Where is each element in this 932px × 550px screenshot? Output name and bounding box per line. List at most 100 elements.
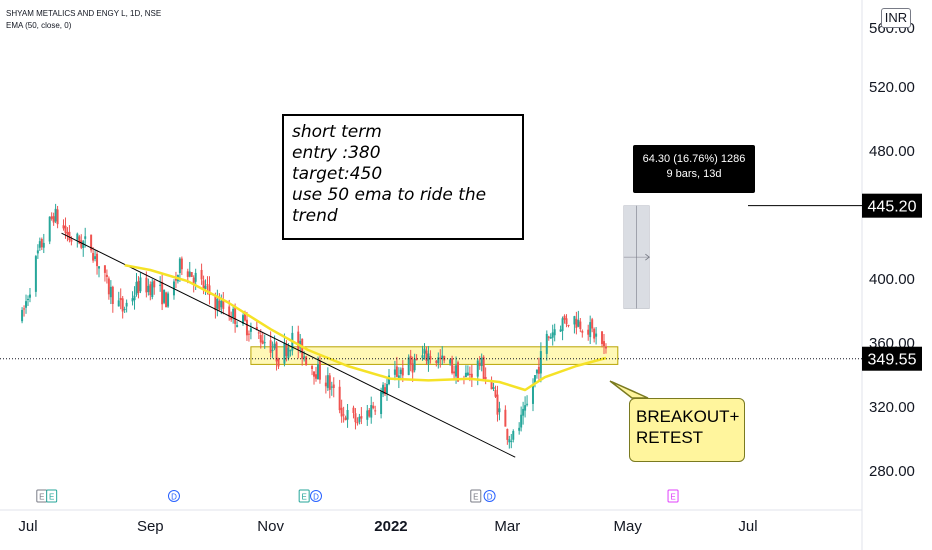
earnings-event-marker [470,489,482,503]
candle-body [384,387,387,395]
candle-body [358,416,361,422]
candle-body [234,306,237,324]
candle-body [437,357,440,364]
candle-body [464,372,467,378]
breakout-callout: BREAKOUT+ RETEST [629,398,745,462]
candle-body [192,277,195,284]
candle-body [38,241,41,248]
candle-body [311,366,314,369]
candle-body [228,306,231,317]
candle-body [42,242,45,248]
event-marker-label: D [313,493,319,502]
candle-body [399,369,402,374]
candle-body [186,271,189,277]
candle-body [579,321,582,329]
candle-body [135,281,138,295]
candle-body [174,278,177,281]
candle-body [56,209,59,225]
candle-body [149,284,152,296]
candle-body [545,333,548,354]
candle-body [368,410,371,417]
candle-body [159,284,162,286]
symbol-title: SHYAM METALICS AND ENGY L, 1D, NSE [6,9,162,18]
candle-body [470,373,473,378]
candle-body [567,324,570,326]
candle-body [287,347,290,359]
candle-body [98,266,101,269]
candle-body [139,277,142,292]
price-axis-tick: 320.00 [869,399,915,416]
candle-body [269,340,272,353]
ema-indicator-label[interactable]: EMA (50, close, 0) [6,21,72,30]
candle-body [393,369,396,375]
candle-body [490,381,493,390]
candle-body [90,234,93,251]
candle-body [380,391,383,414]
candle-body [263,342,266,344]
candle-body [273,343,276,349]
candle-body [167,293,170,307]
candle-body [301,338,304,359]
candle-body [520,414,523,428]
currency-button[interactable]: INR [881,8,911,28]
candle-body [84,236,87,239]
price-axis-tick: 400.00 [869,271,915,288]
candle-body [261,340,264,344]
candle-body [123,308,126,310]
candle-body [76,233,79,240]
candle-body [243,312,246,321]
candle-body [117,300,120,307]
candle-body [165,292,168,308]
descending-trendline [61,232,516,458]
candle-body [80,240,83,248]
price-axis-tick: 280.00 [869,463,915,480]
candle-body [315,374,317,379]
candle-body [303,356,306,358]
candle-body [551,332,554,338]
candle-body [96,253,99,267]
candle-body [581,330,584,333]
candle-body [125,302,128,307]
candle-body [429,356,432,360]
candle-body [510,440,513,442]
candle-body [372,405,375,409]
candle-body [455,365,458,377]
candle-body [121,298,124,312]
candle-body [299,340,302,348]
candle-body [478,362,481,366]
candle-body [249,328,252,332]
dividend-event-marker [310,490,322,502]
candle-body [324,382,327,387]
ema-50-line [124,263,607,392]
candle-body [289,350,292,352]
candle-body [82,241,85,249]
candle-body [111,286,114,304]
candle-body [575,318,578,328]
candle-body [297,331,300,350]
note-line: target:450 [292,164,383,184]
candle-body [21,309,24,322]
candle-body [109,286,112,298]
note-line: trend [292,206,338,226]
candle-body [338,386,341,411]
measure-arrow-head [645,253,651,261]
candle-body [216,298,219,309]
candle-body [107,278,110,295]
candle-body [409,355,412,365]
candle-body [352,407,355,413]
target-price-tag: 445.20 [868,199,917,216]
candle-body [439,357,442,359]
event-marker-label: E [473,493,478,502]
candle-body [593,328,596,339]
candle-body [577,319,580,327]
candle-body [271,349,274,351]
event-marker-label: D [171,493,177,502]
candle-body [565,318,568,325]
target-price-tag-bg [862,193,922,218]
candle-body [180,258,183,270]
candle-body [245,319,248,336]
note-line: short term [292,122,382,142]
candle-body [407,357,410,375]
candle-body [222,300,225,309]
